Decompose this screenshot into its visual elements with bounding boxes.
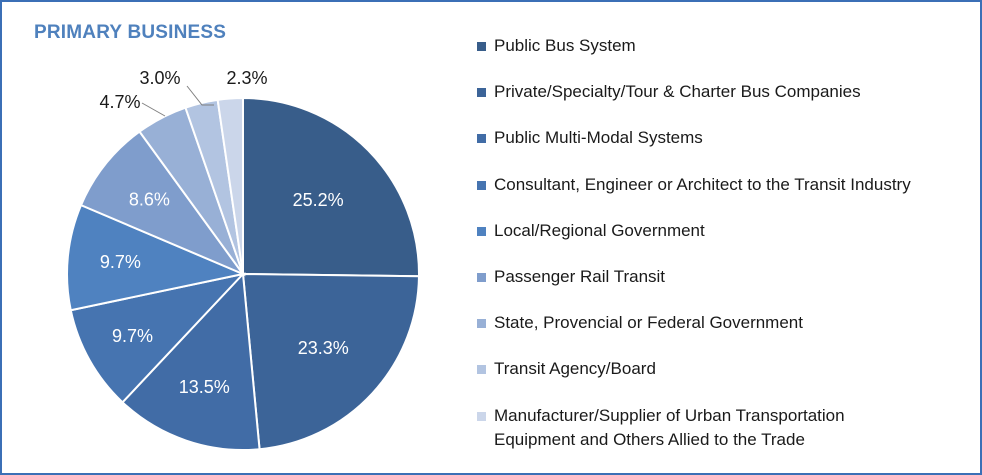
legend-swatch-8 — [477, 365, 486, 375]
slice-label-2: 23.3% — [298, 338, 349, 358]
pie-slice-2 — [241, 272, 420, 451]
slice-label-4: 9.7% — [112, 326, 153, 346]
slice-label-3: 13.5% — [179, 377, 230, 397]
legend-label-2: Private/Specialty/Tour & Charter Bus Com… — [494, 82, 861, 102]
legend-swatch-7 — [477, 319, 486, 329]
legend-item-5: Local/Regional Government — [474, 219, 974, 265]
legend-label-7: State, Provencial or Federal Government — [494, 313, 803, 333]
legend-label-5: Local/Regional Government — [494, 220, 705, 240]
legend-swatch-9 — [477, 411, 486, 421]
pie-slice-4 — [69, 272, 246, 404]
legend-item-7: State, Provencial or Federal Government — [474, 311, 974, 357]
pie-slice-6 — [79, 130, 246, 277]
leader-line-7 — [141, 102, 166, 117]
chart-title: PRIMARY BUSINESS — [34, 22, 227, 43]
legend-label-9: Manufacturer/Supplier of Urban Transport… — [494, 405, 845, 449]
legend-swatch-4 — [477, 180, 486, 190]
legend-swatch-3 — [477, 134, 486, 144]
legend-item-6: Passenger Rail Transit — [474, 265, 974, 311]
legend-item-3: Public Multi-Modal Systems — [474, 126, 974, 172]
slice-label-5: 9.7% — [100, 252, 141, 272]
pie-slice-5 — [66, 203, 247, 312]
legend-item-2: Private/Specialty/Tour & Charter Bus Com… — [474, 80, 974, 126]
legend-swatch-2 — [477, 88, 486, 98]
legend-item-1: Public Bus System — [474, 34, 974, 80]
slice-label-9: 2.3% — [226, 68, 267, 88]
legend-label-3: Public Multi-Modal Systems — [494, 128, 703, 148]
legend: Public Bus System Private/Specialty/Tour … — [474, 34, 974, 460]
legend-item-9: Manufacturer/Supplier of Urban Transport… — [474, 404, 974, 460]
slice-label-6: 8.6% — [129, 189, 170, 209]
legend-label-1: Public Bus System — [494, 36, 636, 55]
slice-label-1: 25.2% — [293, 190, 344, 210]
legend-label-8: Transit Agency/Board — [494, 359, 656, 379]
leader-line-8 — [186, 85, 214, 106]
pie-slice-1 — [242, 96, 420, 278]
slice-label-7: 4.7% — [99, 92, 140, 112]
legend-label-4: Consultant, Engineer or Architect to the… — [494, 174, 911, 194]
slice-label-8: 3.0% — [139, 68, 180, 88]
legend-item-8: Transit Agency/Board — [474, 357, 974, 403]
pie-slice-9 — [216, 96, 244, 275]
legend-swatch-6 — [477, 272, 486, 282]
pie-slice-3 — [121, 271, 261, 451]
legend-swatch-5 — [477, 226, 486, 236]
legend-swatch-1 — [477, 42, 486, 51]
legend-label-6: Passenger Rail Transit — [494, 266, 666, 286]
legend-item-4: Consultant, Engineer or Architect to the… — [474, 173, 974, 219]
